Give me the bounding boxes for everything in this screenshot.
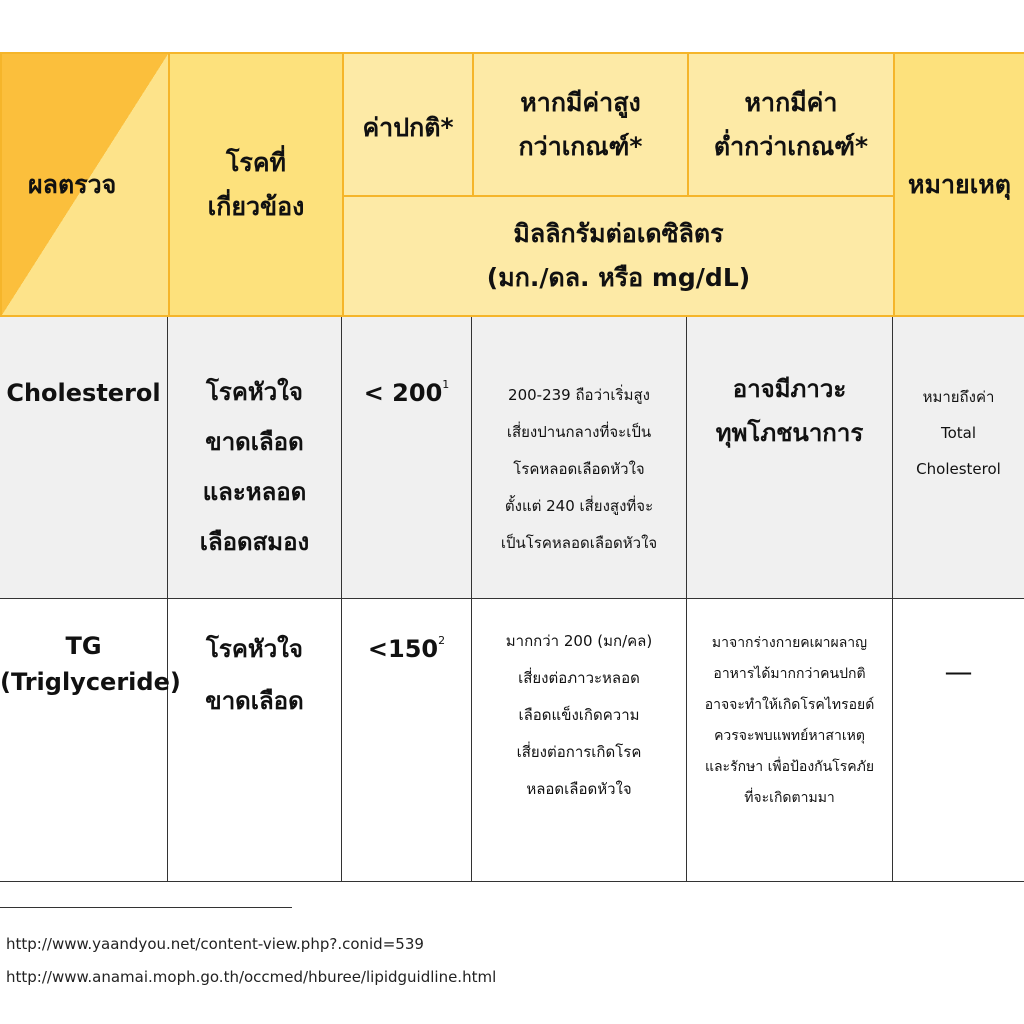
header-unit: มิลลิกรัมต่อเดซิลิตร (มก./ดล. หรือ mg/dL… — [342, 195, 895, 317]
header-remark: หมายเหตุ — [893, 52, 1024, 317]
cell-low: อาจมีภาวะ ทุพโภชนาการ — [687, 317, 893, 598]
footnote-rule — [0, 907, 292, 908]
cell-test: Cholesterol — [0, 317, 168, 598]
cell-test: TG (Triglyceride) — [0, 598, 181, 881]
cell-disease: โรคหัวใจ ขาดเลือด และหลอด เลือดสมอง — [168, 317, 342, 598]
normal-value: <150 — [367, 635, 439, 663]
cell-normal: <1502 — [342, 598, 472, 881]
reference-number: 2 — [438, 634, 446, 647]
header-low: หากมีค่า ต่ำกว่าเกณฑ์* — [687, 52, 895, 197]
header-normal: ค่าปกติ* — [342, 52, 474, 197]
footnote: http://www.anamai.moph.go.th/occmed/hbur… — [6, 968, 497, 986]
cell-disease: โรคหัวใจ ขาดเลือด — [168, 598, 342, 881]
header-disease: โรคที่ เกี่ยวข้อง — [168, 52, 344, 317]
cell-low: มาจากร่างกายคเผาผลาญ อาหารได้มากกว่าคนปก… — [687, 598, 893, 881]
cell-remark: — — [944, 655, 973, 688]
cell-normal: < 2001 — [342, 317, 472, 598]
header-high: หากมีค่าสูง กว่าเกณฑ์* — [472, 52, 689, 197]
cell-remark: หมายถึงค่า Total Cholesterol — [893, 317, 1024, 598]
header-result: ผลตรวจ — [0, 52, 170, 317]
row-divider — [0, 598, 1024, 599]
reference-number: 1 — [442, 378, 450, 391]
table-bottom-line — [0, 881, 1024, 882]
normal-value: < 200 — [363, 379, 443, 407]
cell-high: 200-239 ถือว่าเริ่มสูง เสี่ยงปานกลางที่จ… — [472, 317, 687, 598]
footnote: http://www.yaandyou.net/content-view.php… — [6, 935, 424, 953]
cell-high: มากกว่า 200 (มก/คล) เสี่ยงต่อภาวะหลอด เล… — [472, 598, 687, 881]
